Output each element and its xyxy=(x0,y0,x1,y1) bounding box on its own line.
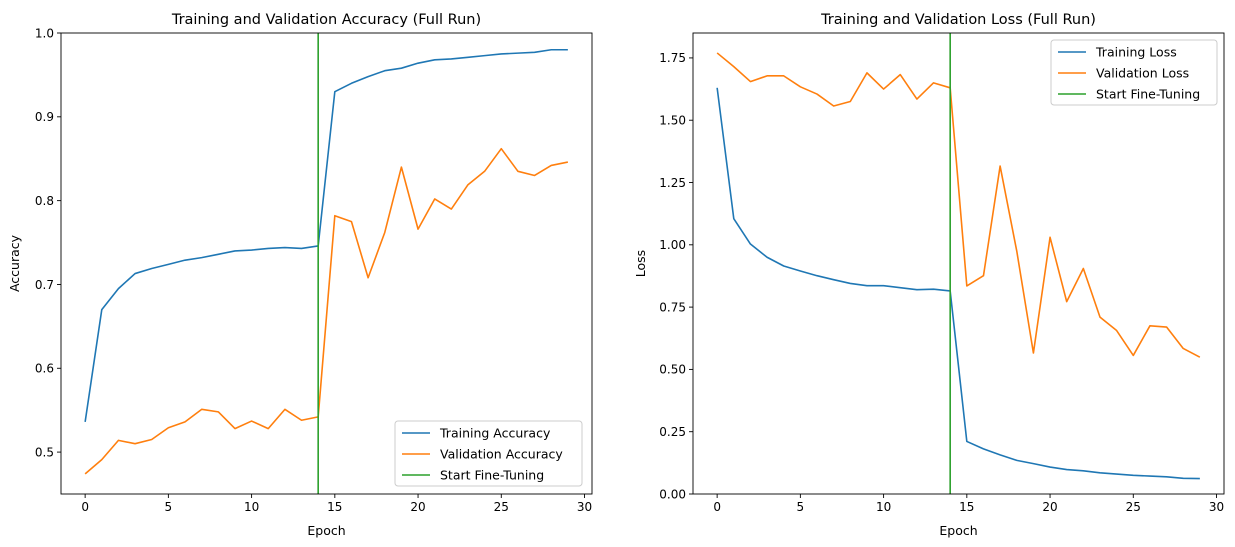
x-tick-label: 10 xyxy=(244,500,259,514)
legend-label: Validation Loss xyxy=(1096,66,1189,81)
legend-label: Start Fine-Tuning xyxy=(1096,87,1200,102)
x-tick-label: 20 xyxy=(1042,500,1057,514)
x-tick-label: 30 xyxy=(577,500,592,514)
y-axis-label: Accuracy xyxy=(7,234,22,292)
x-tick-label: 30 xyxy=(1209,500,1224,514)
x-tick-label: 20 xyxy=(410,500,425,514)
x-tick-label: 25 xyxy=(1126,500,1141,514)
chart-2: Training and Validation Loss (Full Run) 0… xyxy=(633,12,1225,538)
y-axis-label: Loss xyxy=(633,250,648,277)
x-axis-label: Epoch xyxy=(939,523,977,538)
series-line-2 xyxy=(716,52,1201,358)
series-line-1 xyxy=(84,48,568,423)
x-tick-label: 15 xyxy=(327,500,342,514)
axes-frame xyxy=(60,32,593,495)
x-axis-label: Epoch xyxy=(307,523,345,538)
x-tick-label: 0 xyxy=(713,500,721,514)
legend-label: Training Loss xyxy=(1095,45,1177,60)
y-tick-label: 1.50 xyxy=(659,114,686,128)
chart-1: Training and Validation Accuracy (Full R… xyxy=(7,12,593,538)
y-tick-label: 0.75 xyxy=(659,300,686,314)
series-line-1 xyxy=(716,87,1200,480)
x-tick-label: 25 xyxy=(494,500,509,514)
y-tick-label: 1.75 xyxy=(659,51,686,65)
x-tick-label: 5 xyxy=(165,500,173,514)
x-tick-label: 0 xyxy=(81,500,89,514)
axes-frame xyxy=(692,32,1225,495)
y-tick-label: 1.00 xyxy=(659,238,686,252)
chart-title: Training and Validation Loss (Full Run) xyxy=(820,12,1096,28)
legend: Training Loss Validation Loss Start Fine-T… xyxy=(1050,39,1218,106)
legend-label: Validation Accuracy xyxy=(440,447,563,462)
series-line-2 xyxy=(84,147,569,475)
legend-label: Training Accuracy xyxy=(439,426,551,441)
y-tick-label: 0.50 xyxy=(659,363,686,377)
y-tick-label: 0.6 xyxy=(35,362,54,376)
chart-title: Training and Validation Accuracy (Full R… xyxy=(171,12,481,28)
x-tick-label: 15 xyxy=(959,500,974,514)
legend-box xyxy=(1050,39,1218,106)
y-tick-label: 0.9 xyxy=(35,110,54,124)
legend: Training Accuracy Validation Accuracy Star… xyxy=(394,420,583,487)
y-tick-label: 0.8 xyxy=(35,194,54,208)
x-tick-label: 5 xyxy=(797,500,805,514)
y-tick-label: 1.25 xyxy=(659,176,686,190)
y-tick-label: 1.0 xyxy=(35,26,54,40)
x-tick-label: 10 xyxy=(876,500,891,514)
y-tick-label: 0.5 xyxy=(35,445,54,459)
y-tick-label: 0.7 xyxy=(35,278,54,292)
y-tick-label: 0.25 xyxy=(659,425,686,439)
y-tick-label: 0.00 xyxy=(659,487,686,501)
legend-label: Start Fine-Tuning xyxy=(440,468,544,483)
legend-box xyxy=(394,420,583,487)
